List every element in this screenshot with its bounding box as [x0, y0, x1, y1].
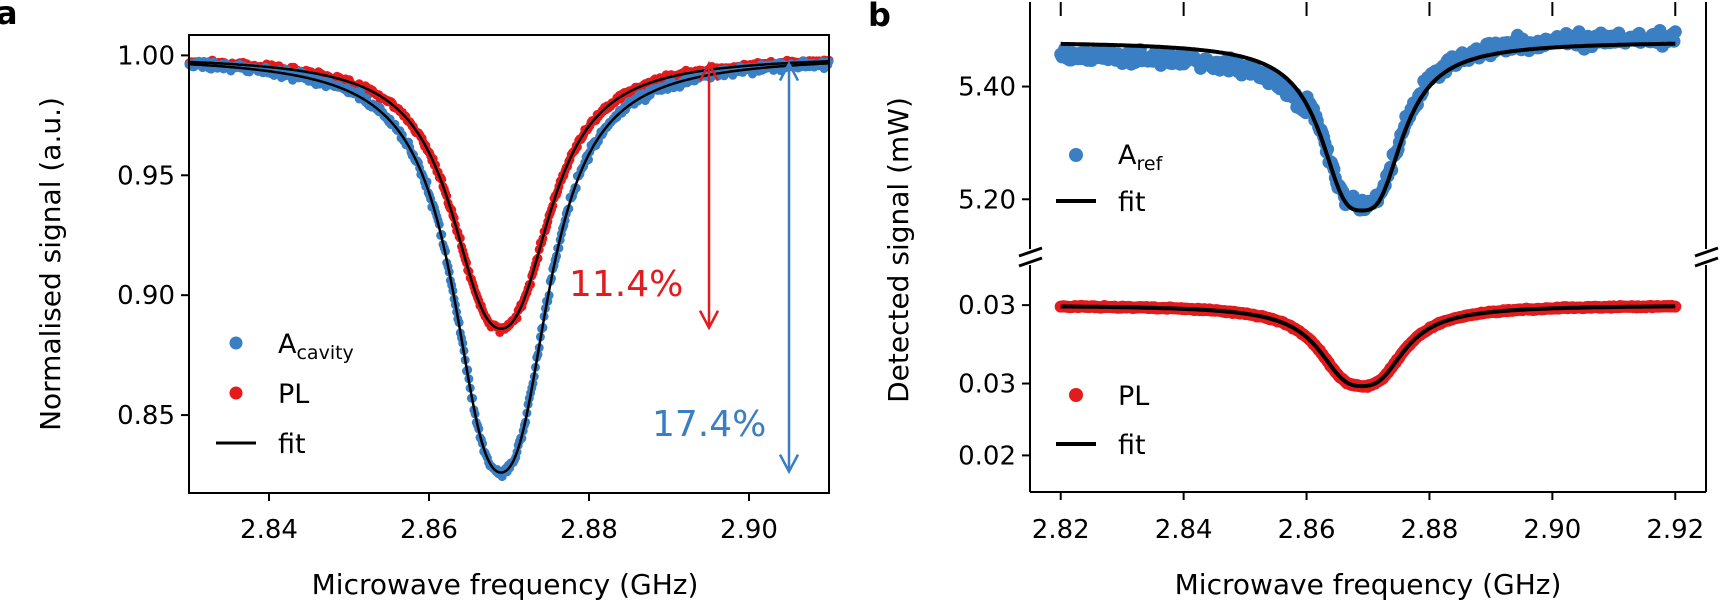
y-tick-label: 5.40 — [958, 73, 1016, 103]
legend-pl-marker — [1069, 388, 1083, 402]
x-tick-label: 2.88 — [1401, 515, 1459, 545]
legend-pl-label: PL — [278, 379, 309, 410]
legend-fit-label: fit — [1118, 187, 1146, 218]
x-tick-label: 2.86 — [1278, 515, 1336, 545]
x-tick-label: 2.90 — [1523, 515, 1581, 545]
panel-a-contrast-arrows — [698, 60, 800, 475]
fit-line — [188, 62, 829, 474]
data-point — [1668, 25, 1682, 39]
y-tick-label: 0.95 — [117, 161, 175, 191]
legend-pl-label: PL — [1118, 381, 1149, 412]
panel-a-fit-lines — [188, 60, 829, 474]
panel-a-frame — [188, 34, 830, 494]
y-tick-label: 0.03 — [958, 370, 1016, 400]
contrast-arrow-head — [778, 60, 800, 82]
panel-b-y-ticks: 5.40 5.20 0.03 0.03 0.02 — [958, 73, 1030, 471]
x-tick-label: 2.84 — [240, 515, 298, 545]
y-tick-label: 5.20 — [958, 185, 1016, 215]
contrast-arrow-head — [778, 454, 800, 475]
x-tick-label: 2.86 — [400, 515, 458, 545]
fit-line — [1060, 41, 1676, 213]
x-tick-label: 2.88 — [560, 515, 618, 545]
panel-a-x-axis-label: Microwave frequency (GHz) — [312, 568, 699, 601]
panel-a-y-ticks: 0.85 0.90 0.95 1.00 — [117, 41, 189, 431]
legend-acavity-label: Acavity — [278, 329, 354, 364]
y-tick-label: 0.90 — [117, 281, 175, 311]
legend-acavity-marker — [229, 336, 243, 350]
panel-a-label: a — [0, 0, 18, 32]
legend-fit-label: fit — [278, 429, 306, 460]
panel-a: a 2.84 2.86 2.88 2.90 0.85 0.90 0.95 1.00 Micr… — [0, 0, 834, 601]
panel-a-y-axis-label: Normalised signal (a.u.) — [34, 97, 67, 431]
panel-a-x-ticks: 2.84 2.86 2.88 2.90 — [240, 493, 778, 545]
y-tick-label: 1.00 — [117, 41, 175, 71]
axis-break-mark — [1018, 246, 1043, 258]
x-tick-label: 2.90 — [720, 515, 778, 545]
x-tick-label: 2.82 — [1032, 515, 1090, 545]
legend-pl-marker — [229, 386, 243, 400]
x-tick-label: 2.84 — [1155, 515, 1213, 545]
contrast-arrow-head — [698, 60, 720, 82]
y-tick-label: 0.02 — [958, 441, 1016, 471]
axis-break-mark — [1018, 256, 1043, 268]
panel-b-x-ticks: 2.82 2.84 2.86 2.88 2.90 2.92 — [1032, 2, 1704, 545]
panel-b-fit-lines — [1060, 41, 1676, 389]
panel-b-legend-lower: PL fit — [1056, 381, 1149, 461]
panel-a-legend: Acavity PL fit — [216, 329, 354, 460]
x-tick-label: 2.92 — [1646, 515, 1704, 545]
panel-b-legend-upper: Aref fit — [1056, 140, 1164, 218]
panel-b: b 2.82 2.84 2.86 2.88 2.90 2.92 5.40 5.20 0.03 0… — [868, 0, 1719, 601]
annotation-pl-contrast: 11.4% — [569, 264, 683, 305]
legend-aref-label: Aref — [1118, 140, 1164, 175]
fit-line — [1060, 304, 1676, 389]
y-tick-label: 0.03 — [958, 291, 1016, 321]
panel-b-x-axis-label: Microwave frequency (GHz) — [1175, 568, 1562, 601]
fit-line — [188, 60, 829, 330]
annotation-acavity-contrast: 17.4% — [652, 404, 766, 445]
legend-fit-label: fit — [1118, 430, 1146, 461]
axis-break-mark — [1694, 256, 1719, 268]
y-tick-label: 0.85 — [117, 401, 175, 431]
contrast-arrow-head — [698, 310, 720, 331]
panel-b-y-axis-label: Detected signal (mW) — [882, 97, 915, 403]
panel-b-label: b — [868, 0, 891, 34]
legend-aref-marker — [1069, 148, 1083, 162]
axis-break-mark — [1694, 246, 1719, 258]
